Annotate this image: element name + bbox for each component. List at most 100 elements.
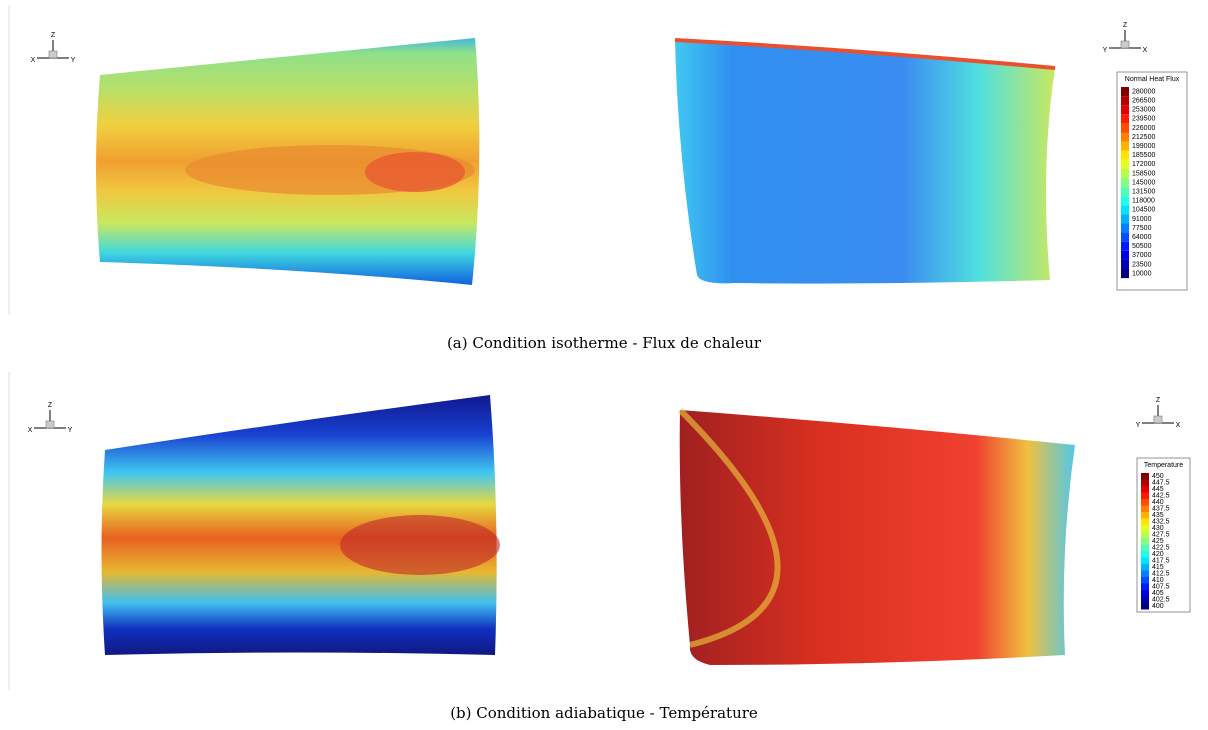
axis-label: Z — [1156, 397, 1161, 404]
axis-label: Z — [1123, 22, 1128, 29]
axis-cube — [1120, 40, 1130, 49]
legend-swatch — [1141, 538, 1149, 545]
legend-swatch — [1121, 259, 1129, 269]
legend-label: 400 — [1152, 603, 1164, 610]
legend-label: 226000 — [1132, 125, 1155, 132]
legend-label: 50500 — [1132, 243, 1152, 250]
legend-swatch — [1141, 499, 1149, 506]
legend-label: 442.5 — [1152, 493, 1170, 500]
legend-label: 405 — [1152, 590, 1164, 597]
axis-label: Y — [1103, 47, 1108, 54]
legend-label: 410 — [1152, 577, 1164, 584]
legend-label: 437.5 — [1152, 506, 1170, 513]
legend-swatch — [1141, 603, 1149, 610]
legend-label: 185500 — [1132, 152, 1155, 159]
legend-swatch — [1141, 583, 1149, 590]
legend-label: 280000 — [1132, 88, 1155, 95]
caption: (a) Condition isotherme - Flux de chaleu… — [447, 334, 762, 352]
legend-label: 104500 — [1132, 207, 1155, 214]
legend-label: 427.5 — [1152, 532, 1170, 539]
legend-swatch — [1141, 492, 1149, 499]
legend-swatch — [1121, 123, 1129, 133]
legend-label: 239500 — [1132, 116, 1155, 123]
legend-label: 199000 — [1132, 143, 1155, 150]
axis-label: Y — [1136, 422, 1141, 429]
legend-label: 447.5 — [1152, 480, 1170, 487]
legend-swatch — [1141, 518, 1149, 525]
legend-label: 445 — [1152, 486, 1164, 493]
axis-label: Z — [51, 32, 56, 39]
legend-swatch — [1121, 250, 1129, 260]
legend-swatch — [1141, 505, 1149, 512]
hot-spot — [365, 152, 465, 192]
legend-swatch — [1121, 168, 1129, 178]
legend-swatch — [1141, 557, 1149, 564]
legend-label: 425 — [1152, 538, 1164, 545]
legend-swatch — [1121, 223, 1129, 233]
legend-swatch — [1121, 269, 1129, 279]
legend-label: 412.5 — [1152, 571, 1170, 578]
blade-edge — [674, 38, 1056, 70]
legend-title: Temperature — [1144, 462, 1183, 469]
axis-label: Y — [71, 57, 76, 64]
legend-swatch — [1121, 178, 1129, 188]
legend-swatch — [1121, 150, 1129, 160]
legend-label: 253000 — [1132, 107, 1155, 114]
legend-swatch — [1121, 96, 1129, 106]
legend-label: 430 — [1152, 525, 1164, 532]
axis-label: X — [28, 427, 33, 434]
legend-swatch — [1141, 596, 1149, 603]
legend-label: 417.5 — [1152, 558, 1170, 565]
legend-swatch — [1141, 544, 1149, 551]
legend-swatch — [1141, 473, 1149, 480]
legend-swatch — [1121, 132, 1129, 142]
legend-swatch — [1141, 479, 1149, 486]
legend-label: 266500 — [1132, 97, 1155, 104]
legend-label: 10000 — [1132, 270, 1152, 277]
legend-label: 422.5 — [1152, 545, 1170, 552]
axis-label: Z — [48, 402, 53, 409]
legend-label: 91000 — [1132, 216, 1152, 223]
legend-label: 450 — [1152, 473, 1164, 480]
legend-swatch — [1121, 187, 1129, 197]
blade-edge — [677, 407, 781, 648]
legend-label: 435 — [1152, 512, 1164, 519]
legend-swatch — [1141, 590, 1149, 597]
legend-swatch — [1141, 551, 1149, 558]
blade-suction — [679, 410, 1075, 665]
blade-suction — [675, 40, 1055, 284]
legend-swatch — [1121, 205, 1129, 215]
caption: (b) Condition adiabatique - Température — [450, 704, 758, 722]
axis-label: X — [1176, 422, 1181, 429]
legend-swatch — [1121, 141, 1129, 151]
legend-swatch — [1141, 570, 1149, 577]
legend-label: 402.5 — [1152, 597, 1170, 604]
legend-label: 420 — [1152, 551, 1164, 558]
legend-label: 118000 — [1132, 198, 1155, 205]
legend-label: 415 — [1152, 564, 1164, 571]
legend-swatch — [1121, 159, 1129, 169]
legend-label: 158500 — [1132, 170, 1155, 177]
legend-swatch — [1141, 486, 1149, 493]
legend-label: 131500 — [1132, 188, 1155, 195]
legend-label: 64000 — [1132, 234, 1152, 241]
hot-spot — [340, 515, 500, 575]
legend-label: 212500 — [1132, 134, 1155, 141]
legend-swatch — [1121, 241, 1129, 251]
legend-swatch — [1141, 577, 1149, 584]
legend-title: Normal Heat Flux — [1125, 76, 1180, 83]
legend-label: 23500 — [1132, 261, 1152, 268]
legend-swatch — [1141, 564, 1149, 571]
axis-label: X — [31, 57, 36, 64]
legend-swatch — [1121, 87, 1129, 97]
legend-swatch — [1141, 531, 1149, 538]
axis-label: Y — [68, 427, 73, 434]
legend-label: 440 — [1152, 499, 1164, 506]
legend-label: 172000 — [1132, 161, 1155, 168]
axis-cube — [48, 50, 58, 59]
legend-label: 432.5 — [1152, 519, 1170, 526]
axis-cube — [1153, 415, 1163, 424]
legend-label: 145000 — [1132, 179, 1155, 186]
